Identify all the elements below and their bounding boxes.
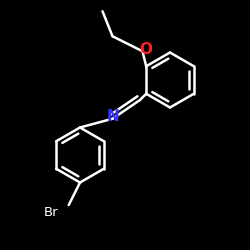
Text: Br: Br bbox=[44, 206, 59, 219]
Text: O: O bbox=[140, 42, 153, 58]
Text: N: N bbox=[106, 109, 119, 124]
